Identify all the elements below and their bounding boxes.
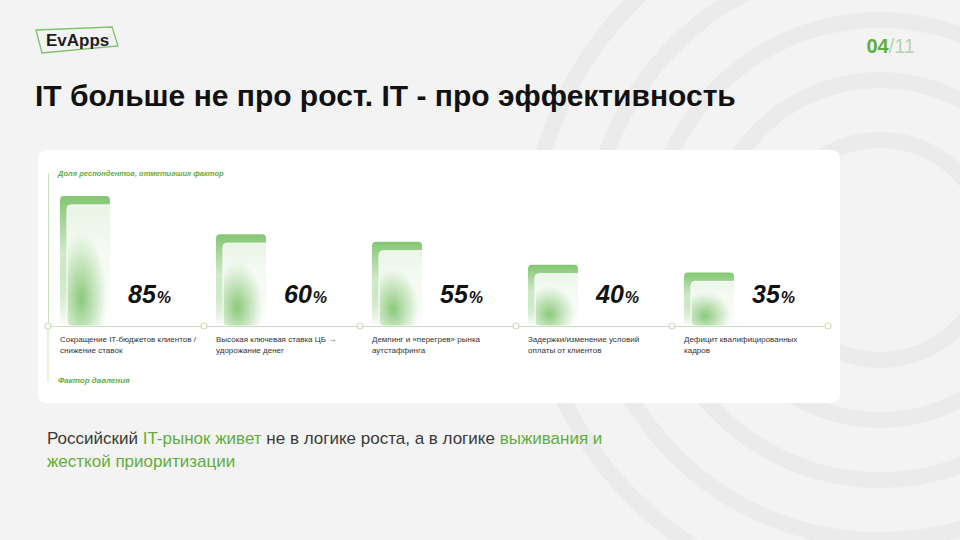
bars: [60, 196, 738, 326]
caption: Российский IT-рынок живет не в логике ро…: [47, 428, 647, 474]
data-label-number: 40: [595, 280, 624, 308]
x-tick-label-line: Высокая ключевая ставка ЦБ →: [216, 335, 336, 344]
bar-overlay: [223, 243, 270, 326]
data-label: 40%: [595, 280, 639, 308]
data-label-unit: %: [781, 289, 795, 306]
page-current: 04: [866, 35, 889, 57]
slide: EvApps 04/11 IT больше не про рост. IT - п…: [0, 0, 960, 540]
x-tick-label: Дефицит квалифицированных кадров: [684, 335, 797, 355]
x-tick-label-line: Задержки/изменение условий: [528, 335, 639, 344]
y-axis-line: [48, 174, 49, 327]
axis-dot: [357, 323, 363, 329]
x-tick-label: Демпинг и «перегрев» рынка аутстаффинга: [372, 335, 481, 355]
bar-group: [528, 265, 582, 326]
x-axis: Сокращение IT-бюджетов клиентов / снижени…: [49, 326, 829, 355]
data-label: 55%: [440, 280, 483, 308]
data-label-number: 35: [752, 280, 781, 308]
bar-group: [216, 234, 270, 326]
x-tick-label-line: Сокращение IT-бюджетов клиентов /: [60, 335, 197, 344]
bar-group: [684, 272, 738, 326]
x-tick-label: Сокращение IT-бюджетов клиентов / снижени…: [60, 335, 197, 355]
axis-dot: [669, 323, 675, 329]
data-label-unit: %: [313, 289, 327, 306]
x-tick-label: Высокая ключевая ставка ЦБ → удорожание д…: [216, 335, 336, 355]
caption-highlight: IT-рынок живет: [143, 429, 262, 448]
data-label-unit: %: [157, 289, 171, 306]
data-label-unit: %: [469, 289, 483, 306]
axis-dot: [513, 323, 519, 329]
x-tick: Демпинг и «перегрев» рынка аутстаффинга: [372, 326, 481, 355]
bar-group: [372, 242, 426, 326]
bar-overlay: [535, 274, 582, 326]
logo-text: EvApps: [46, 31, 109, 50]
y-axis: [48, 174, 49, 327]
data-label-number: 55: [440, 280, 469, 308]
data-label: 85%: [128, 280, 171, 308]
axis-dots: [45, 323, 831, 329]
x-tick: Задержки/изменение условий оплаты от клие…: [528, 326, 639, 355]
chart-card: [38, 150, 840, 403]
bar-overlay: [379, 251, 426, 326]
axis-dot: [825, 323, 831, 329]
logo: EvApps: [36, 27, 118, 53]
title: IT больше не про рост. IT - про эффектив…: [35, 79, 736, 112]
data-labels: 85%60%55%40%35%: [128, 280, 795, 308]
page-total: /11: [889, 35, 915, 57]
x-tick: Высокая ключевая ставка ЦБ → удорожание д…: [216, 326, 336, 355]
data-label: 60%: [284, 280, 327, 308]
logo-frame: [36, 27, 118, 53]
caption-text: не в логике роста, а в логике: [262, 429, 500, 448]
x-tick-label-line: Дефицит квалифицированных: [684, 335, 797, 344]
x-axis-line: [49, 326, 829, 327]
bar-overlay: [67, 205, 114, 326]
data-label-number: 60: [284, 280, 312, 308]
data-label: 35%: [752, 280, 795, 308]
y-axis-title: Доля респондентов, отметивших фактор: [57, 169, 224, 178]
data-label-unit: %: [625, 289, 639, 306]
background: [0, 0, 960, 540]
axis-dot: [45, 323, 51, 329]
page-number: 04/11: [866, 35, 915, 57]
axis-extension: [48, 326, 49, 382]
bar-overlay: [691, 281, 738, 326]
x-tick-label-line: кадров: [684, 346, 710, 355]
x-tick: Сокращение IT-бюджетов клиентов / снижени…: [60, 326, 197, 355]
x-tick-label-line: удорожание денег: [216, 346, 284, 355]
x-axis-title: Фактор давления: [58, 376, 130, 385]
x-tick-label-line: снижение ставок: [60, 346, 123, 355]
x-tick-label: Задержки/изменение условий оплаты от клие…: [528, 335, 639, 355]
x-tick-label-line: аутстаффинга: [372, 346, 426, 355]
data-label-number: 85: [128, 280, 157, 308]
axis-dot: [201, 323, 207, 329]
x-tick: Дефицит квалифицированных кадров: [684, 326, 797, 355]
bar-group: [60, 196, 114, 326]
x-tick-label-line: оплаты от клиентов: [528, 346, 601, 355]
caption-text: Российский: [47, 429, 143, 448]
x-tick-label-line: Демпинг и «перегрев» рынка: [372, 335, 481, 344]
